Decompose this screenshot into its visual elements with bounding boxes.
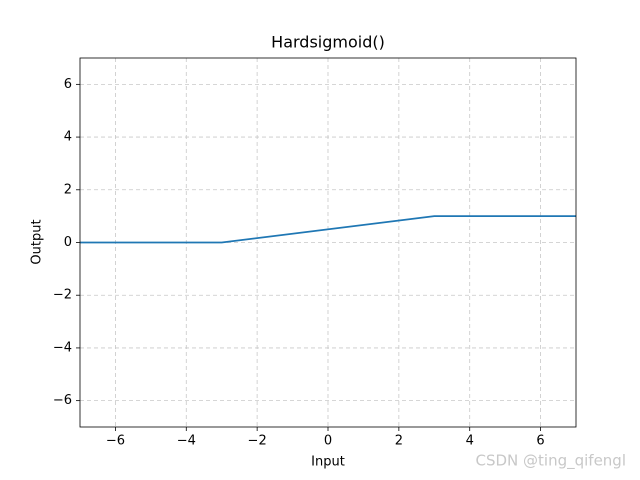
x-tick-label: 4 (466, 434, 474, 449)
y-tick-label: −4 (53, 340, 72, 355)
x-axis-label: Input (311, 455, 345, 470)
chart-title: Hardsigmoid() (271, 33, 385, 52)
y-tick-label: 2 (64, 182, 72, 197)
x-tick-label: 2 (395, 434, 403, 449)
x-tick-label: 6 (536, 434, 544, 449)
plot-frame (79, 57, 577, 428)
x-tick-label: −4 (177, 434, 196, 449)
x-tick-label: −6 (106, 434, 125, 449)
y-tick-label: 6 (64, 77, 72, 92)
y-tick-label: 0 (64, 235, 72, 250)
data-line (80, 215, 576, 244)
x-tick-label: 0 (324, 434, 332, 449)
y-tick-label: 4 (64, 130, 72, 145)
watermark: CSDN @ting_qifengl (475, 452, 626, 471)
x-tick-label: −2 (248, 434, 267, 449)
y-axis-label: Output (30, 219, 45, 264)
y-tick-label: −6 (53, 393, 72, 408)
y-tick-label: −2 (53, 288, 72, 303)
